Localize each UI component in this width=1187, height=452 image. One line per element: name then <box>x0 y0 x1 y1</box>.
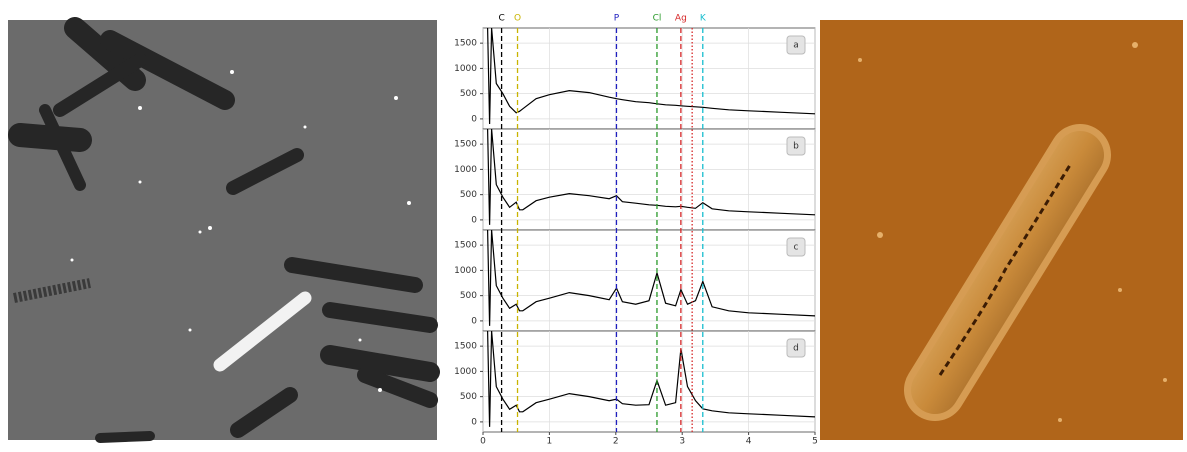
panel-frame <box>482 229 816 332</box>
panel-label-box <box>786 136 806 156</box>
y-tick-label: 0 <box>471 114 477 124</box>
spectrum-line <box>487 28 815 125</box>
panel-frame <box>482 128 816 231</box>
y-tick-label: 0 <box>471 316 477 326</box>
x-tick-label: 2 <box>613 437 619 447</box>
spectrum-line <box>487 331 815 427</box>
panel-label-box <box>786 338 806 358</box>
panel-label-box <box>786 35 806 55</box>
y-tick-label: 1500 <box>454 140 477 150</box>
panel-label: c <box>794 243 799 253</box>
element-label: Cl <box>653 14 662 24</box>
x-tick-label: 5 <box>812 437 818 447</box>
y-tick-label: 1500 <box>454 39 477 49</box>
panel-label-box <box>786 237 806 257</box>
y-tick-label: 1500 <box>454 241 477 251</box>
afm-image <box>820 20 1183 440</box>
y-tick-label: 1500 <box>454 342 477 352</box>
sem-image <box>8 17 440 443</box>
element-label: Ag <box>675 14 687 24</box>
panel-label: d <box>793 344 799 354</box>
y-tick-label: 500 <box>460 190 477 200</box>
y-tick-label: 1000 <box>454 165 477 175</box>
y-tick-label: 500 <box>460 291 477 301</box>
spectrum-line <box>487 129 815 225</box>
x-tick-label: 0 <box>480 437 486 447</box>
element-label: C <box>498 14 504 24</box>
y-tick-label: 0 <box>471 417 477 427</box>
y-tick-label: 500 <box>460 392 477 402</box>
spectrum-line <box>487 230 815 326</box>
element-label: P <box>614 14 620 24</box>
element-label: K <box>700 14 707 24</box>
y-tick-label: 500 <box>460 89 477 99</box>
y-tick-label: 0 <box>471 215 477 225</box>
panel-label: a <box>793 41 799 51</box>
element-label: O <box>514 14 521 24</box>
panel-label: b <box>793 142 799 152</box>
x-tick-label: 4 <box>746 437 752 447</box>
y-tick-label: 1000 <box>454 266 477 276</box>
panel-frame <box>482 330 816 433</box>
x-tick-label: 1 <box>547 437 553 447</box>
x-tick-label: 3 <box>679 437 685 447</box>
y-tick-label: 1000 <box>454 64 477 74</box>
y-tick-label: 1000 <box>454 367 477 377</box>
